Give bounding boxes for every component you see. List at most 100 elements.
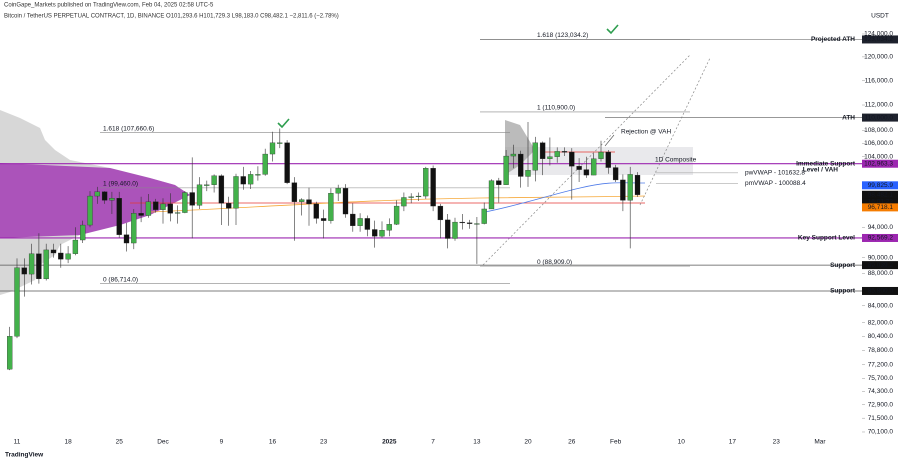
candle-body: [627, 174, 633, 201]
x-tick-label: 11: [14, 439, 21, 446]
price-flag: [862, 113, 898, 122]
y-tick-label: 104,000.0: [864, 153, 893, 160]
price-flag: [862, 233, 898, 242]
level-name: Projected ATH: [811, 36, 855, 43]
candle-body: [240, 176, 246, 185]
candle-body: [320, 218, 327, 221]
candle-body: [474, 223, 480, 225]
price-flag-label: 89,039.2: [868, 262, 894, 269]
y-tick-label: 75,700.0: [868, 375, 894, 382]
price-flag-label: 99,825.9: [868, 182, 894, 189]
y-tick-label: 88,000.0: [868, 270, 894, 277]
candle-body: [211, 175, 217, 185]
price-flag: [862, 35, 898, 44]
candle-body: [452, 221, 458, 239]
level-name: ATH: [842, 114, 855, 121]
price-flag-label: 98,482.1: [868, 191, 894, 198]
candle-body: [80, 224, 86, 241]
countdown: 16:01:22: [868, 198, 894, 205]
candle-body: [408, 196, 414, 198]
candle-body: [518, 153, 524, 177]
candle-body: [233, 176, 239, 209]
annotation: Level / VAH: [803, 167, 839, 174]
y-tick-label: 120,000.0: [864, 54, 893, 61]
candle-body: [306, 199, 312, 205]
candle-body: [393, 205, 400, 225]
candle-body: [510, 153, 517, 157]
candle-body: [21, 267, 27, 275]
candle-body: [269, 142, 276, 155]
candle-body: [262, 153, 268, 175]
candle-body: [342, 188, 349, 215]
candle-body: [496, 180, 502, 185]
candle-body: [525, 170, 531, 177]
candle-body: [284, 142, 290, 183]
candle-body: [561, 151, 568, 153]
candle-body: [313, 203, 319, 219]
fib-label: 1 (110,900.0): [537, 105, 575, 112]
x-tick-label: Dec: [157, 439, 169, 446]
y-tick-label: 71,500.0: [868, 415, 894, 422]
x-tick-label: 18: [64, 439, 72, 446]
candle-body: [488, 180, 495, 210]
price-flag: [862, 203, 898, 212]
candle-body: [204, 184, 210, 186]
countdown-flag: [862, 198, 898, 206]
candle-body: [335, 188, 341, 194]
callout-line: [604, 134, 615, 147]
annotation: Rejection @ VAH: [621, 129, 671, 136]
candle-body: [50, 249, 57, 254]
candle-body: [28, 253, 35, 275]
price-flag: [862, 181, 898, 190]
candle-body: [415, 195, 422, 198]
candle-body: [605, 151, 611, 168]
fib-label: 1.618 (107,660.6): [103, 125, 154, 132]
x-tick-label: 23: [773, 439, 781, 446]
candle-body: [401, 197, 407, 207]
candle-body: [174, 212, 181, 214]
candle-body: [189, 192, 195, 206]
x-tick-label: Feb: [610, 439, 622, 446]
level-name: Key Support Level: [798, 235, 855, 242]
candle-body: [145, 201, 152, 216]
candle-body: [72, 239, 79, 254]
annotation: 1D Composite: [655, 157, 697, 164]
projection-line: [639, 57, 711, 206]
projection-line: [482, 54, 691, 266]
candle-body: [547, 156, 553, 159]
level-name: Support: [830, 262, 856, 269]
candle-body: [539, 142, 546, 159]
symbol-line: Bitcoin / TetherUS PERPETUAL CONTRACT, 1…: [4, 14, 339, 20]
candle-body: [36, 253, 42, 280]
price-flag: [862, 286, 898, 295]
candle-body: [226, 203, 232, 209]
candle-body: [87, 195, 93, 226]
candle-body: [430, 168, 436, 207]
candle-body: [255, 174, 261, 176]
candle-body: [445, 219, 451, 239]
price-flag-label: 85,800.0: [868, 288, 894, 295]
candle-body: [160, 203, 166, 210]
x-tick-label: 2025: [382, 439, 397, 446]
candle-body: [65, 253, 71, 260]
x-tick-label: 10: [678, 439, 686, 446]
candle-body: [101, 191, 108, 201]
candle-body: [364, 218, 371, 230]
candle-body: [591, 158, 597, 176]
y-tick-label: 90,000.0: [868, 254, 894, 261]
candle-body: [109, 198, 115, 201]
y-tick-label: 116,000.0: [865, 77, 894, 84]
candle-body: [576, 166, 582, 170]
candle-body: [153, 201, 159, 210]
candle-body: [357, 218, 363, 226]
y-tick-label: 77,200.0: [868, 361, 894, 368]
price-flag-label: 102,963.3: [864, 160, 893, 167]
candle-body: [328, 193, 334, 221]
candle-body: [94, 191, 100, 197]
x-tick-label: 16: [269, 439, 277, 446]
candle-body: [350, 213, 356, 226]
publisher-line: CoinGape_Markets published on TradingVie…: [4, 3, 214, 9]
x-tick-label: 25: [116, 439, 124, 446]
value-area: [0, 163, 190, 238]
